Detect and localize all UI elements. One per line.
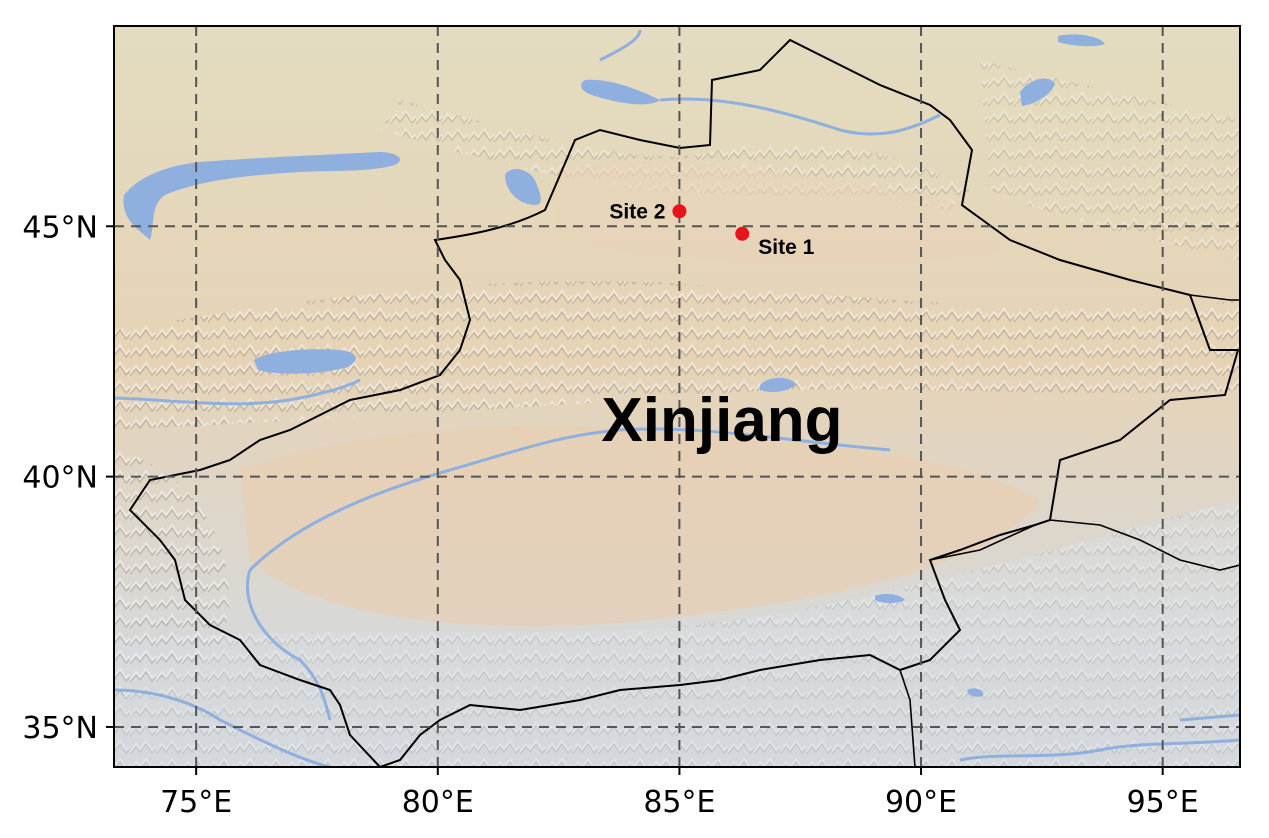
rivers [114, 29, 1240, 767]
lake-north [1058, 34, 1105, 47]
lake-bosten [760, 377, 796, 392]
site-markers: Site 1 Site 2 [609, 200, 814, 259]
lat-tick-label: 35°N [22, 711, 98, 746]
river-southwest [245, 569, 332, 721]
basemap [114, 26, 1240, 767]
mountain-relief [114, 60, 1240, 767]
lake-issyk-kul [254, 349, 356, 374]
lake-ulungur [581, 79, 660, 105]
lake-ebinur [505, 168, 541, 205]
country-borders [899, 294, 1240, 767]
lat-tick-label: 40°N [22, 461, 98, 496]
lake-northeast [1020, 78, 1055, 106]
lon-tick-label: 75°E [160, 785, 232, 820]
lon-tick-label: 85°E [643, 785, 715, 820]
border-northeast [1189, 294, 1240, 301]
region-label-xinjiang: Xinjiang [601, 386, 842, 455]
border-east-2 [929, 524, 1036, 561]
river-southwest-2 [114, 688, 331, 767]
lon-tick-label: 95°E [1127, 785, 1199, 820]
site-marker [735, 226, 750, 241]
lon-tick-label: 90°E [885, 785, 957, 820]
border-south [899, 669, 916, 767]
lon-tick-label: 80°E [402, 785, 474, 820]
border-east [1049, 519, 1240, 571]
lat-tick-label: 45°N [22, 210, 98, 245]
lake-balkhash [123, 152, 401, 240]
river-north [599, 29, 642, 62]
site-label: Site 2 [609, 200, 665, 223]
junggar-basin [552, 161, 1000, 264]
tarim-river [248, 427, 891, 572]
gridlines [114, 26, 1240, 767]
water-bodies [123, 34, 1105, 697]
map-frame [113, 25, 1241, 768]
river-west [114, 378, 361, 406]
site-marker [672, 204, 687, 219]
latitude-tick-labels: 45°N 40°N 35°N [22, 210, 114, 746]
river-southeast [959, 738, 1240, 762]
lake-south [875, 593, 905, 603]
site-label: Site 1 [758, 236, 814, 259]
lake-south-east [967, 688, 984, 697]
longitude-tick-labels: 75°E 80°E 85°E 90°E 95°E [160, 767, 1199, 820]
irtysh-river [659, 97, 941, 136]
river-southeast-2 [1179, 713, 1240, 722]
